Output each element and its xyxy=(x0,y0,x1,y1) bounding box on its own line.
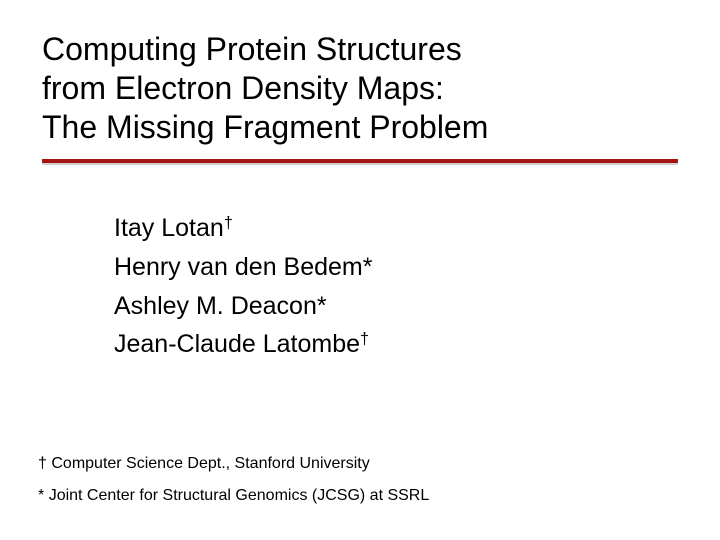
author-name: Henry van den Bedem xyxy=(114,253,363,281)
author-row: Henry van den Bedem* xyxy=(114,248,678,287)
title-line-1: Computing Protein Structures xyxy=(42,30,678,69)
author-name: Itay Lotan xyxy=(114,214,224,242)
affiliation-row: † Computer Science Dept., Stanford Unive… xyxy=(38,448,429,480)
underline-shadow xyxy=(42,163,678,165)
slide-container: Computing Protein Structures from Electr… xyxy=(0,0,720,540)
author-row: Ashley M. Deacon* xyxy=(114,287,678,326)
title-underline xyxy=(42,159,678,165)
affiliation-list: † Computer Science Dept., Stanford Unive… xyxy=(38,448,429,512)
affiliation-text: Computer Science Dept., Stanford Univers… xyxy=(51,455,369,472)
affiliation-row: * Joint Center for Structural Genomics (… xyxy=(38,480,429,512)
author-name: Jean-Claude Latombe xyxy=(114,330,360,358)
author-name: Ashley M. Deacon xyxy=(114,292,317,320)
affiliation-mark: * xyxy=(38,487,44,504)
author-mark: * xyxy=(317,292,327,320)
author-row: Itay Lotan† xyxy=(114,209,678,248)
affiliation-mark: † xyxy=(38,455,47,472)
author-mark: † xyxy=(360,330,369,348)
affiliation-text: Joint Center for Structural Genomics (JC… xyxy=(49,487,430,504)
author-row: Jean-Claude Latombe† xyxy=(114,325,678,364)
author-mark: * xyxy=(363,253,373,281)
slide-title: Computing Protein Structures from Electr… xyxy=(42,30,678,147)
author-list: Itay Lotan† Henry van den Bedem* Ashley … xyxy=(114,209,678,364)
title-line-2: from Electron Density Maps: xyxy=(42,69,678,108)
title-line-3: The Missing Fragment Problem xyxy=(42,108,678,147)
author-mark: † xyxy=(224,214,233,232)
